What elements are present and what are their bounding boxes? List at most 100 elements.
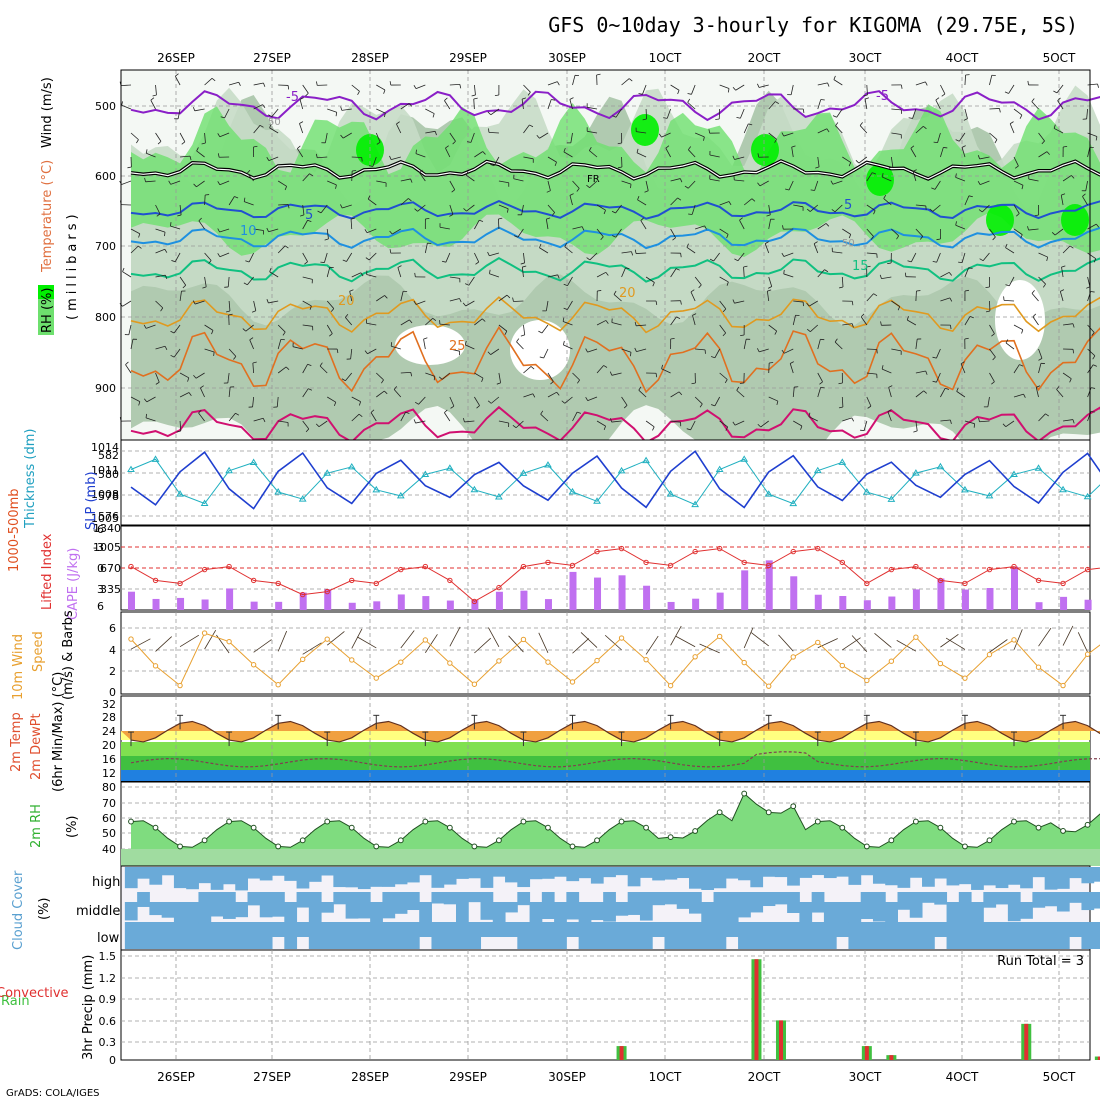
wind-barb: [638, 389, 647, 398]
wind-barb: [587, 106, 598, 110]
wind-barb-flag: [556, 391, 560, 396]
wind10-barb: [645, 635, 659, 655]
cloud-high-bar: [1093, 867, 1100, 882]
wind-barb-flag: [964, 337, 969, 340]
cloud-high-bar: [885, 867, 898, 886]
tick-label: 1.2: [99, 972, 117, 985]
wind10-point: [545, 659, 551, 665]
tick-label: 335: [100, 583, 121, 596]
thickness-point: [421, 470, 430, 478]
wind-barb-flag: [950, 325, 952, 330]
wind10-point: [275, 682, 281, 688]
wind-barb-flag: [1020, 234, 1023, 239]
wind-barb: [915, 290, 917, 302]
wind-barb-flag: [636, 148, 639, 153]
wind-barb-flag: [623, 405, 628, 409]
wind-barb-flag: [1002, 423, 1007, 427]
tick-label: 1011: [91, 464, 119, 477]
cloud-low-bar: [934, 922, 948, 937]
wind-barb: [425, 108, 435, 114]
wind-barb-flag: [138, 245, 142, 249]
wind-barb-flag: [863, 94, 868, 97]
wind-barb-flag: [170, 330, 175, 334]
temp-contour-5: [130, 200, 1100, 220]
wind-barb: [145, 417, 156, 422]
wind-barb: [887, 411, 892, 422]
wind-barb-flag: [262, 104, 266, 109]
wind-barb-flag: [557, 81, 560, 86]
wind-barb: [964, 267, 969, 278]
wind10-point: [201, 630, 208, 636]
wind-barb: [1038, 363, 1042, 374]
cloud-mid-bar: [725, 892, 739, 924]
wind-barb: [1013, 228, 1023, 235]
cloud-low-bar: [995, 922, 1009, 949]
tick-label: 4: [109, 644, 116, 657]
tick-label: 0.9: [99, 993, 117, 1006]
cloud-low-bar: [541, 922, 555, 949]
wind-barb: [859, 125, 868, 134]
wind-barb-flag: [839, 286, 844, 289]
wind-barb: [814, 180, 819, 191]
cloud-low-bar: [1081, 922, 1095, 949]
wind-barb-flag: [569, 193, 574, 196]
cloud-low-bar: [1093, 922, 1100, 949]
cloud-mid-bar: [872, 892, 886, 922]
cloud-mid-bar: [1020, 902, 1033, 919]
wind-barb-flag: [243, 282, 248, 286]
cloud-low-bar: [173, 922, 187, 949]
wind-barb: [425, 317, 433, 326]
cloud-low-bar: [370, 922, 383, 949]
wind-barb-flag: [866, 265, 871, 268]
wind-barb-flag: [904, 272, 907, 277]
cloud-low-bar: [455, 922, 469, 949]
date-label-bottom: 28SEP: [351, 1070, 389, 1084]
wind-barb: [1013, 180, 1024, 186]
wind-barb-flag: [680, 300, 682, 305]
wind-barb-flag: [360, 272, 364, 277]
wind-barb: [881, 276, 892, 280]
wind-barb-flag: [1005, 243, 1008, 248]
thickness-point: [838, 458, 847, 465]
cloud-low-bar: [505, 922, 518, 937]
contour-label-m5: -5: [286, 90, 299, 105]
wind-barb: [449, 298, 460, 302]
wind-barb-flag: [307, 219, 312, 222]
wind-barb-flag: [698, 284, 702, 289]
wind-barb: [987, 396, 990, 407]
wind-barb: [375, 132, 381, 143]
wind-barb: [863, 420, 868, 431]
wind10-barb: [449, 626, 461, 647]
wind-barb: [125, 364, 132, 374]
wind-barb: [523, 156, 534, 160]
cloud-high-bar: [713, 867, 727, 889]
wind-barb: [1038, 151, 1048, 158]
cape-bar: [692, 598, 700, 610]
wind-barb-flag: [438, 376, 443, 380]
wind-barb-flag: [315, 153, 318, 158]
thickness-point: [1059, 485, 1067, 493]
wind-barb: [791, 147, 794, 158]
wind-barb: [547, 372, 554, 382]
run-total: Run Total = 3: [997, 954, 1084, 969]
wind-barb: [613, 294, 622, 302]
wind-barb: [277, 180, 287, 187]
wind-barb-flag: [1063, 145, 1068, 148]
wind-barb-flag: [1061, 193, 1066, 196]
wind-barb: [415, 300, 426, 305]
wind10-barb: [842, 637, 861, 651]
wind-barb: [891, 348, 902, 352]
cloud-high-bar: [639, 867, 653, 878]
tick-label: 0.3: [99, 1036, 117, 1049]
cloud-high-bar: [370, 867, 383, 887]
wind-barb: [376, 108, 386, 114]
wind-barb: [302, 276, 313, 280]
wind-barb-flag: [766, 214, 771, 217]
wind-barb: [470, 132, 475, 143]
wind-barb: [327, 396, 336, 403]
precip-ylabel: Total / Rain: [0, 994, 30, 1009]
cloud-high-bar: [480, 867, 494, 888]
wind-barb: [170, 180, 181, 185]
wind-barb-flag: [506, 208, 509, 213]
cloud-low-bar: [394, 922, 408, 949]
